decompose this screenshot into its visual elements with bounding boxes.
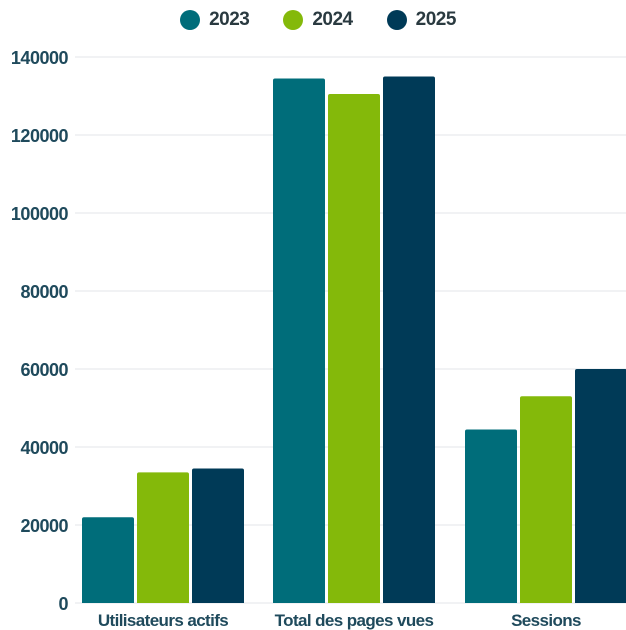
y-tick-label-60000: 60000: [20, 360, 68, 380]
legend-label-2025: 2025: [415, 9, 457, 30]
bar-2023-3: [465, 429, 517, 603]
chart-legend: 2023 2024 2025: [0, 9, 626, 31]
legend-label-2024: 2024: [312, 9, 353, 30]
x-axis-categories: Utilisateurs actifs Total des pages vues S…: [98, 611, 582, 630]
bar-2023-1: [82, 517, 134, 603]
y-tick-label-100000: 100000: [11, 204, 69, 224]
x-category-label-2: Total des pages vues: [275, 611, 434, 630]
y-tick-label-20000: 20000: [20, 516, 68, 536]
legend-marker-2023: [180, 10, 201, 30]
bar-2024-1: [137, 472, 189, 603]
bar-2025-2: [383, 76, 435, 603]
x-category-label-3: Sessions: [511, 611, 581, 630]
bar-2023-2: [273, 78, 325, 603]
bar-2025-3: [575, 369, 626, 603]
legend-marker-2025: [386, 10, 407, 30]
legend-item-2023: 2023: [180, 9, 250, 31]
y-axis-ticks: 0 20000 40000 60000 80000 100000 120000 140000: [11, 48, 69, 614]
y-tick-label-40000: 40000: [20, 438, 68, 458]
y-tick-label-120000: 120000: [11, 126, 69, 146]
bars: [82, 76, 626, 604]
x-category-label-1: Utilisateurs actifs: [98, 611, 228, 630]
legend-item-2024: 2024: [283, 9, 353, 31]
y-tick-label-80000: 80000: [20, 282, 68, 302]
bar-2024-2: [328, 94, 380, 604]
bar-2025-1: [192, 468, 244, 603]
legend-marker-2024: [283, 10, 304, 30]
y-tick-label-140000: 140000: [11, 48, 69, 68]
bar-2024-3: [520, 396, 572, 603]
y-tick-label-0: 0: [58, 594, 68, 614]
legend-item-2025: 2025: [386, 9, 457, 31]
legend-label-2023: 2023: [209, 9, 250, 30]
